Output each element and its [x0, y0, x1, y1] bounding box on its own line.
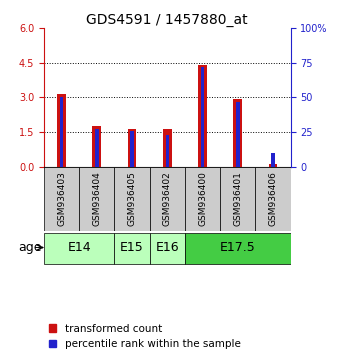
Bar: [57, 94, 66, 167]
Text: E16: E16: [155, 241, 179, 254]
Bar: [256, 167, 291, 231]
Bar: [44, 167, 79, 231]
Title: GDS4591 / 1457880_at: GDS4591 / 1457880_at: [87, 13, 248, 27]
Text: E14: E14: [67, 241, 91, 254]
Bar: [115, 233, 150, 264]
Bar: [220, 167, 256, 231]
Bar: [236, 102, 240, 167]
Text: age: age: [19, 241, 42, 254]
Bar: [198, 65, 207, 167]
Bar: [269, 164, 277, 167]
Text: GSM936404: GSM936404: [92, 171, 101, 226]
Text: E15: E15: [120, 241, 144, 254]
Bar: [44, 233, 115, 264]
Bar: [185, 167, 220, 231]
Bar: [271, 153, 275, 167]
Bar: [130, 131, 134, 167]
Bar: [166, 135, 169, 167]
Text: GSM936402: GSM936402: [163, 171, 172, 226]
Text: GSM936401: GSM936401: [233, 171, 242, 226]
Bar: [128, 129, 137, 167]
Text: GSM936403: GSM936403: [57, 171, 66, 226]
Text: GSM936405: GSM936405: [127, 171, 137, 226]
Text: GSM936406: GSM936406: [269, 171, 277, 226]
Text: E17.5: E17.5: [220, 241, 256, 254]
Bar: [60, 97, 63, 167]
Legend: transformed count, percentile rank within the sample: transformed count, percentile rank withi…: [49, 324, 241, 349]
Text: GSM936400: GSM936400: [198, 171, 207, 226]
Bar: [163, 129, 172, 167]
Bar: [201, 67, 204, 167]
Bar: [115, 167, 150, 231]
Bar: [92, 126, 101, 167]
Bar: [95, 129, 99, 167]
Bar: [79, 167, 115, 231]
Bar: [150, 233, 185, 264]
Bar: [234, 99, 242, 167]
Bar: [185, 233, 291, 264]
Bar: [150, 167, 185, 231]
